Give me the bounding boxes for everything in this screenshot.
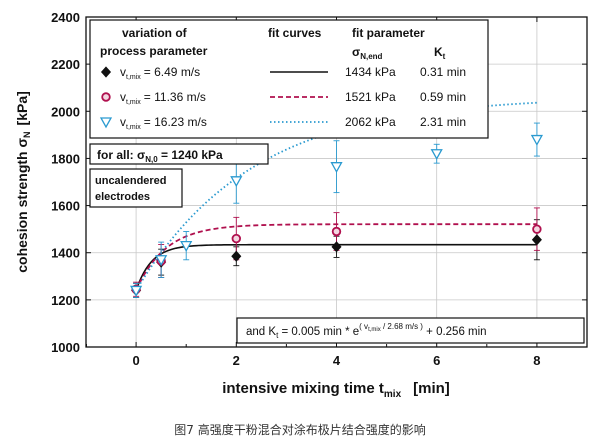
legend-kt: 0.59 min — [420, 90, 466, 104]
triangle-down-marker — [430, 149, 443, 161]
y-tick-label: 1800 — [51, 151, 80, 166]
x-tick-label: 8 — [533, 353, 540, 368]
diamond-marker — [100, 66, 112, 78]
formula-text: and Kt = 0.005 min * e( vt,mix / 2.68 m/… — [246, 322, 487, 340]
y-tick-label: 1600 — [51, 199, 80, 214]
sigma0-box — [89, 143, 269, 165]
y-axis-label: cohesion strength σN[kPa] — [14, 91, 32, 273]
triangle-down-marker — [180, 240, 193, 252]
legend-header-process: process parameter — [100, 44, 208, 58]
circle-marker — [532, 224, 542, 234]
y-tick-label: 1000 — [51, 340, 80, 355]
circle-marker — [231, 233, 241, 244]
triangle-down-marker — [99, 117, 113, 129]
x-tick-label: 4 — [333, 353, 341, 368]
triangle-down-marker — [129, 285, 143, 297]
figure-caption: 图7 高强度干粉混合对涂布极片结合强度的影响 — [174, 423, 426, 437]
legend-header-variation: variation of — [122, 26, 188, 40]
uncalendered-line1: uncalendered — [95, 175, 167, 187]
legend-header-fit-parameter: fit parameter — [352, 26, 425, 40]
y-tick-label: 1400 — [51, 246, 80, 261]
sigma0-annotation: for all: σN,0 = 1240 kPa — [89, 143, 269, 165]
legend-header-kt: Kt — [434, 45, 446, 61]
uncalendered-annotation: uncalendered electrodes — [89, 168, 183, 208]
legend-sigma-end: 1434 kPa — [345, 65, 396, 79]
triangle-down-marker — [330, 162, 343, 174]
legend-sigma-end: 2062 kPa — [345, 115, 396, 129]
uncalendered-box — [89, 168, 183, 208]
axis-ticks: 1000 1200 1400 1600 1800 2000 2200 2400 0 2 4 6 8 — [51, 10, 587, 368]
x-tick-label: 2 — [233, 353, 240, 368]
legend-series-label: vt,mix = 6.49 m/s — [120, 65, 200, 81]
fit-curve — [135, 101, 537, 291]
triangle-down-marker — [530, 134, 544, 146]
legend-kt: 0.31 min — [420, 65, 466, 79]
legend-series-label: vt,mix = 16.23 m/s — [120, 115, 207, 131]
diamond-marker — [531, 234, 542, 246]
x-tick-label: 0 — [132, 353, 139, 368]
triangle-down-marker — [230, 176, 243, 188]
uncalendered-line2: electrodes — [95, 191, 150, 203]
legend-header-sigma-end: σN,end — [352, 45, 383, 61]
legend-series-label: vt,mix = 11.36 m/s — [120, 90, 206, 106]
y-tick-label: 2400 — [51, 10, 80, 25]
legend-rows: vt,mix = 6.49 m/s 1434 kPa 0.31 min vt,mix = … — [99, 65, 466, 131]
formula-box — [236, 317, 585, 344]
sigma0-text: for all: σN,0 = 1240 kPa — [97, 148, 223, 164]
legend-header-fit-curves: fit curves — [268, 26, 322, 40]
circle-marker — [101, 92, 111, 102]
kt-formula-annotation: and Kt = 0.005 min * e( vt,mix / 2.68 m/… — [236, 317, 585, 344]
plot-frame — [85, 16, 588, 348]
legend-box — [89, 19, 489, 139]
y-tick-label: 2200 — [51, 57, 80, 72]
x-tick-label: 6 — [433, 353, 440, 368]
triangle-down-marker — [155, 255, 168, 267]
y-tick-label: 2000 — [51, 104, 80, 119]
legend-kt: 2.31 min — [420, 115, 466, 129]
y-tick-label: 1200 — [51, 293, 80, 308]
diamond-marker — [331, 241, 342, 253]
diamond-marker — [231, 250, 242, 262]
legend: variation of process parameter fit curve… — [89, 19, 489, 139]
x-axis-label: intensive mixing time tmix [min] — [222, 380, 450, 400]
data-points — [129, 134, 544, 297]
circle-marker — [331, 226, 342, 237]
chart: 1000 1200 1400 1600 1800 2000 2200 2400 0 2 4 6 8 co… — [14, 10, 588, 400]
legend-sigma-end: 1521 kPa — [345, 90, 396, 104]
